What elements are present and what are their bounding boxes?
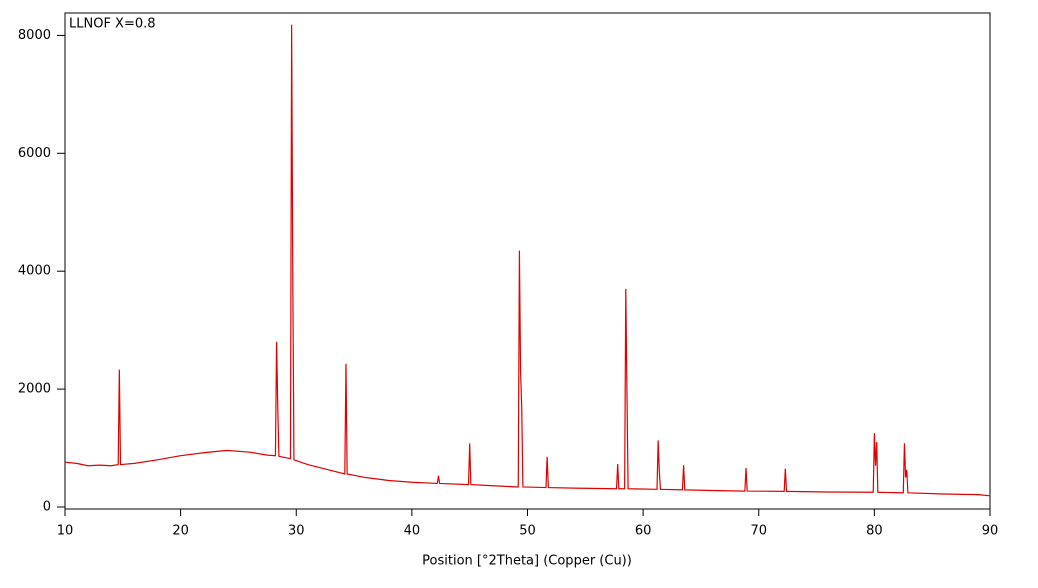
y-tick-label: 6000	[18, 146, 51, 161]
plot-frame	[64, 12, 991, 510]
x-tick-label: 10	[57, 524, 74, 539]
y-tick-label: 2000	[18, 382, 51, 397]
y-tick-label: 8000	[18, 28, 51, 43]
y-tick-label: 0	[43, 500, 51, 515]
x-axis-label: Position [°2Theta] (Copper (Cu))	[422, 554, 632, 569]
x-tick-label: 20	[172, 524, 189, 539]
x-tick-label: 70	[750, 524, 767, 539]
x-tick-label: 30	[288, 524, 305, 539]
x-tick-label: 40	[404, 524, 421, 539]
x-tick-label: 50	[519, 524, 536, 539]
data-line	[64, 24, 991, 497]
x-tick-label: 90	[982, 524, 999, 539]
y-tick-label: 4000	[18, 264, 51, 279]
x-tick-label: 60	[635, 524, 652, 539]
chart-title: LLNOF X=0.8	[69, 17, 156, 32]
x-tick-label: 80	[866, 524, 883, 539]
